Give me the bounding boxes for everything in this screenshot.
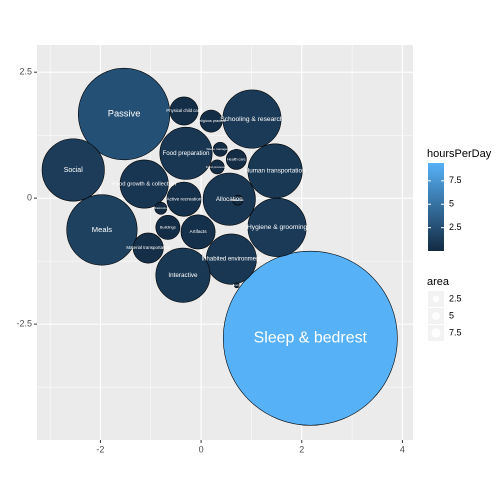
x-tick-label: 2 [299,444,304,454]
legend-symbol [431,311,441,321]
bubble-label: Health care [227,157,245,161]
legend-title: area [427,276,450,288]
bubble [169,96,199,126]
bubble-label: Food preparation [162,150,210,157]
bubble-label: Social [64,167,83,174]
legend-label: 2.5 [449,293,462,303]
legend-title: hoursPerDay [427,148,492,160]
bubble-label: Inhabited environment [202,257,262,263]
legend-symbol [431,328,441,338]
bubble-label: Materials [232,198,244,202]
bubble-label: Meals [92,225,113,234]
bubble [205,233,257,285]
bubble-label: Food processing [206,165,229,169]
bubble-label: Sleep & bedrest [254,329,368,346]
bubble-label: Material transportation [126,245,170,250]
bubble [66,194,138,266]
bubble [247,197,307,257]
legend-label: 2.5 [449,222,462,232]
bubble [77,67,171,161]
bubble-label: Waste management [206,147,234,151]
bubble-label: Interactive [168,272,198,279]
bubble [234,282,240,289]
bubble [232,194,244,206]
x-tick-label: 4 [400,444,405,454]
y-tick-label: 2.5 [19,67,32,77]
bubble-label: Hygiene & grooming [247,224,308,231]
bubble-label: Allocation [216,196,243,203]
bubble [119,159,169,209]
bubble [166,181,202,217]
y-tick-label: -2.5 [16,318,32,328]
bubble-label: Artifacts [190,229,208,235]
legend-label: 7.5 [449,175,462,185]
legend-label: 5 [449,310,454,320]
bubble [155,247,211,303]
y-tick-label: 0 [27,193,32,203]
x-tick-label: -2 [96,444,104,454]
bubble-label: Infrastructure [152,206,170,210]
bubble-label: Food growth & collection [112,182,176,188]
bubble [225,149,247,170]
legend-label: 7.5 [449,327,462,337]
bubble-label: Buildings [160,224,176,229]
bubble [132,232,164,264]
bubble-label: Human transportation [245,168,306,175]
bubble-label: Schooling & research [220,116,284,123]
legend-symbol [432,295,440,303]
bubble-label: Energy [233,284,241,287]
legend-label: 5 [449,199,454,209]
bubble [199,109,223,133]
bubble [159,126,213,180]
bubble [41,138,105,202]
bubble-label: Religious practice [196,119,226,123]
bubble [222,89,282,149]
bubble-label: Active recreation [166,196,202,202]
bubble-label: Physical child care [166,108,202,113]
bubble [202,172,256,226]
bubble-label: Passive [108,108,141,118]
bubble [209,159,225,175]
bubble [212,141,228,157]
bubble [155,215,181,240]
bubble [222,250,398,426]
colorbar [428,163,444,251]
x-tick-label: 0 [199,444,204,454]
bubble [154,201,168,215]
bubble [180,214,216,250]
